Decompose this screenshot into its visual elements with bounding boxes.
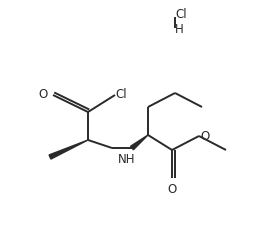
- Text: O: O: [200, 131, 209, 143]
- Polygon shape: [49, 140, 88, 159]
- Text: O: O: [167, 183, 177, 196]
- Polygon shape: [131, 135, 148, 150]
- Text: H: H: [175, 23, 184, 36]
- Text: Cl: Cl: [175, 8, 187, 20]
- Text: NH: NH: [118, 153, 135, 166]
- Text: Cl: Cl: [115, 88, 127, 101]
- Text: O: O: [39, 88, 48, 101]
